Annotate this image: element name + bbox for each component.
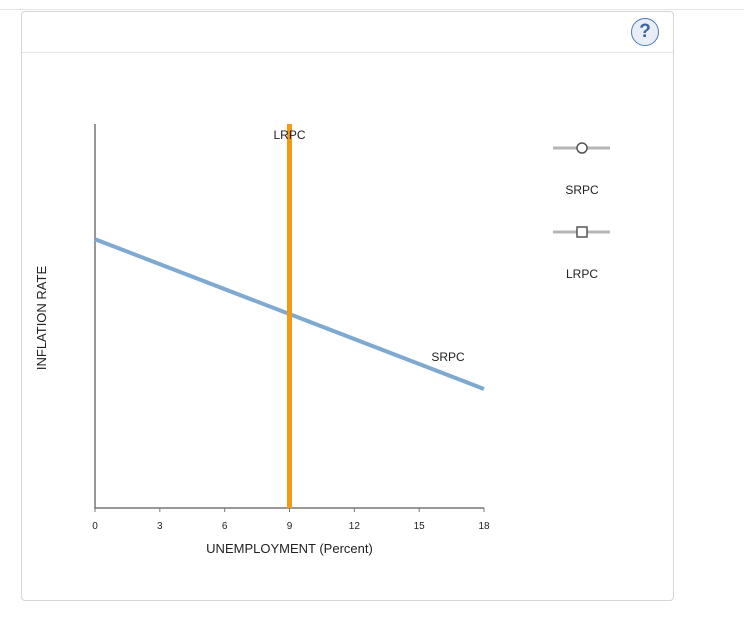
legend-circle-marker <box>576 142 588 154</box>
graph-panel: ? <box>21 11 674 601</box>
legend-item-lrpc[interactable]: LRPC <box>553 226 610 281</box>
x-tick-label: 9 <box>287 521 293 532</box>
x-tick-label: 3 <box>157 521 163 532</box>
x-tick-label: 6 <box>222 521 228 532</box>
srpc-curve-label: SRPC <box>431 350 465 364</box>
help-button[interactable]: ? <box>631 18 659 46</box>
panel-header-divider <box>22 52 673 53</box>
lrpc-curve-label: LRPC <box>273 128 305 142</box>
y-axis-title: INFLATION RATE <box>34 266 49 371</box>
top-divider <box>0 9 744 10</box>
x-tick-label: 15 <box>414 521 426 532</box>
x-tick-label: 12 <box>349 521 361 532</box>
legend-square-marker <box>576 226 588 238</box>
x-tick-label: 18 <box>478 521 490 532</box>
x-tick-label: 0 <box>92 521 98 532</box>
legend-label: LRPC <box>566 267 598 281</box>
legend-label: SRPC <box>565 183 599 197</box>
x-axis-title: UNEMPLOYMENT (Percent) <box>206 541 373 556</box>
legend-item-srpc[interactable]: SRPC <box>553 142 610 197</box>
